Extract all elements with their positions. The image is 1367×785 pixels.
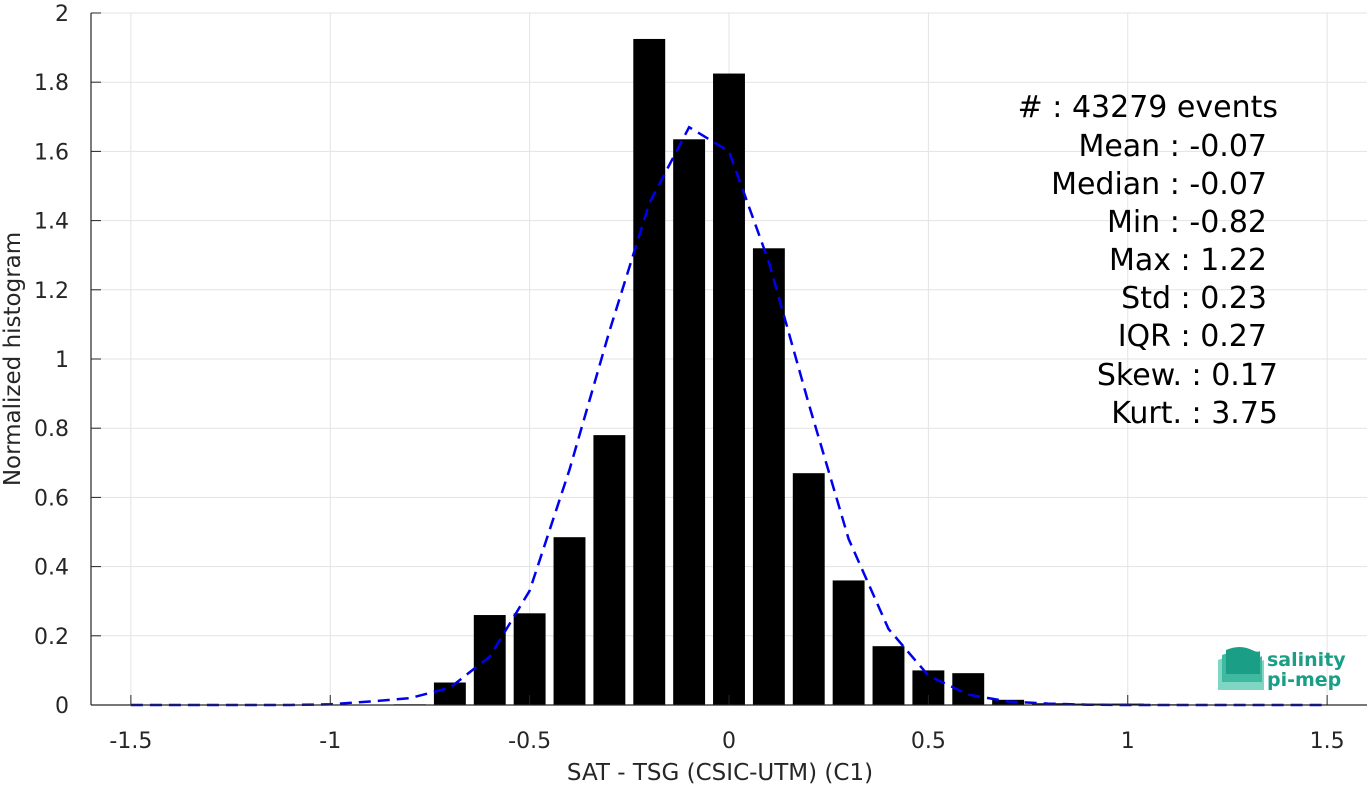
- axes: [90, 12, 1367, 706]
- y-tick-label: 0.4: [34, 556, 69, 581]
- histogram-bar: [673, 139, 706, 706]
- y-tick-label: 1.2: [34, 279, 69, 304]
- histogram-bar: [593, 435, 626, 705]
- y-tick-label: 0.2: [34, 625, 69, 650]
- x-tick-labels: -1.5 -1 -0.5 0 0.5 1 1.5: [109, 729, 1344, 754]
- stats-median: Median : -0.07: [1051, 167, 1267, 202]
- y-tick-label: 1.6: [34, 140, 69, 165]
- x-tick-label: 0: [722, 729, 736, 754]
- y-tick-label: 0.6: [34, 486, 69, 511]
- y-axis-title: Normalized histogram: [0, 232, 26, 486]
- y-tick-label: 1: [55, 348, 69, 373]
- stats-events: # : 43279 events: [1018, 90, 1278, 125]
- stats-max: Max : 1.22: [1109, 243, 1267, 278]
- y-tick-label: 0.8: [34, 417, 69, 442]
- logo-text-pimep: pi-mep: [1267, 669, 1341, 691]
- stats-box: # : 43279 events Mean : -0.07 Median : -…: [1018, 90, 1278, 431]
- x-tick-label: 0.5: [911, 729, 946, 754]
- histogram-bar: [713, 73, 745, 706]
- logo-text-salinity: salinity: [1267, 649, 1346, 671]
- stats-std: Std : 0.23: [1121, 281, 1267, 316]
- histogram-bar: [872, 646, 905, 705]
- histogram-bar: [513, 613, 546, 705]
- x-tick-label: -0.5: [508, 729, 551, 754]
- histogram-bar: [792, 473, 825, 705]
- y-tick-label: 1.8: [34, 71, 69, 96]
- x-tick-label: 1: [1121, 729, 1135, 754]
- stats-min: Min : -0.82: [1107, 205, 1267, 240]
- y-tick-label: 0: [55, 694, 69, 719]
- x-tick-label: -1: [319, 729, 341, 754]
- histogram-bar: [433, 682, 466, 705]
- histogram-bar: [752, 248, 785, 705]
- histogram-bar: [473, 615, 506, 705]
- y-tick-label: 2: [55, 2, 69, 27]
- x-tick-label: 1.5: [1310, 729, 1345, 754]
- x-axis-title: SAT - TSG (CSIC-UTM) (C1): [567, 760, 873, 785]
- stats-iqr: IQR : 0.27: [1118, 319, 1267, 354]
- y-tick-labels: 0 0.2 0.4 0.6 0.8 1 1.2 1.4 1.6 1.8 2: [34, 2, 69, 719]
- stats-mean: Mean : -0.07: [1078, 129, 1267, 164]
- stats-kurt: Kurt. : 3.75: [1111, 396, 1278, 431]
- wave-layers-icon: [1218, 647, 1264, 690]
- histogram-bars: [394, 38, 1184, 706]
- stats-skew: Skew. : 0.17: [1097, 358, 1278, 393]
- histogram-bar: [832, 580, 865, 705]
- salinity-pimep-logo: salinity pi-mep: [1218, 647, 1346, 691]
- histogram-bar: [633, 38, 666, 705]
- histogram-bar: [553, 537, 586, 705]
- y-tick-label: 1.4: [34, 210, 69, 235]
- x-tick-label: -1.5: [109, 729, 152, 754]
- fit-curve: [130, 125, 1328, 707]
